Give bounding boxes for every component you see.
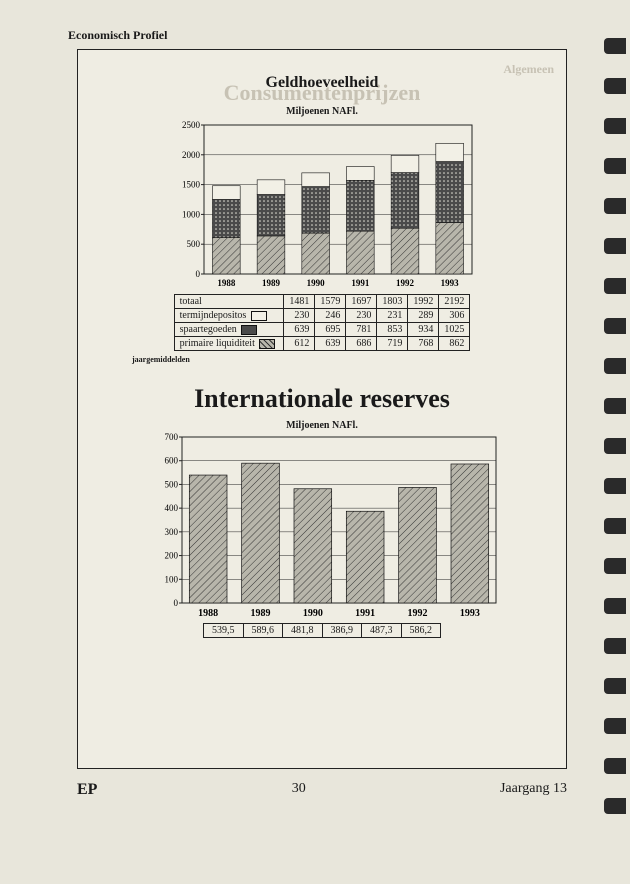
legend-swatch <box>259 339 275 349</box>
chart1-svg: 0 500 1000 1500 2000 2500 1988 1989 1990 1991 1992… <box>162 119 482 294</box>
table-row: termijndepositos 230246230231289306 <box>174 309 470 323</box>
data-cell: 589,6 <box>243 624 283 638</box>
svg-text:500: 500 <box>165 479 179 489</box>
chart1-title: Geldhoeveelheid <box>98 74 546 92</box>
data-cell: 934 <box>408 323 439 337</box>
chart1-axis-label: Miljoenen NAFl. <box>98 106 546 117</box>
data-cell: 230 <box>346 309 377 323</box>
chart-geldhoeveelheid: Geldhoeveelheid Miljoenen NAFl. 0 500 1000… <box>98 74 546 364</box>
svg-text:1992: 1992 <box>408 608 428 619</box>
row-label: spaartegoeden <box>174 323 284 337</box>
data-cell: 1579 <box>315 295 346 309</box>
data-cell: 289 <box>408 309 439 323</box>
data-cell: 1697 <box>346 295 377 309</box>
data-cell: 719 <box>377 337 408 351</box>
svg-text:1989: 1989 <box>251 608 271 619</box>
data-cell: 612 <box>284 337 315 351</box>
chart2-svg: 0 100 200 300 400 500 600 700 1988 1989 1990 1991 19… <box>142 433 502 623</box>
svg-text:2500: 2500 <box>182 120 201 130</box>
row-label: termijndepositos <box>174 309 284 323</box>
svg-text:500: 500 <box>187 239 201 249</box>
page: Economisch Profiel Consumentenprijzen Al… <box>0 0 630 884</box>
svg-text:1988: 1988 <box>217 278 236 288</box>
data-cell: 695 <box>315 323 346 337</box>
chart2-title: Internationale reserves <box>98 384 546 414</box>
legend-swatch <box>251 311 267 321</box>
svg-text:1990: 1990 <box>307 278 326 288</box>
data-cell: 781 <box>346 323 377 337</box>
table-row: totaal 148115791697180319922192 <box>174 295 470 309</box>
data-cell: 231 <box>377 309 408 323</box>
data-cell: 481,8 <box>283 624 323 638</box>
svg-text:1989: 1989 <box>262 278 281 288</box>
data-cell: 386,9 <box>322 624 362 638</box>
data-cell: 1025 <box>439 323 470 337</box>
data-cell: 586,2 <box>401 624 441 638</box>
row-label: totaal <box>174 295 284 309</box>
data-cell: 306 <box>439 309 470 323</box>
data-cell: 639 <box>284 323 315 337</box>
svg-text:2000: 2000 <box>182 150 201 160</box>
chart-reserves: Internationale reserves Miljoenen NAFl. … <box>98 384 546 638</box>
row-label: primaire liquiditeit <box>174 337 284 351</box>
svg-text:1500: 1500 <box>182 180 201 190</box>
svg-text:0: 0 <box>174 598 179 608</box>
data-cell: 853 <box>377 323 408 337</box>
data-cell: 230 <box>284 309 315 323</box>
svg-text:700: 700 <box>165 433 179 442</box>
legend-swatch <box>241 325 257 335</box>
svg-text:200: 200 <box>165 551 179 561</box>
spiral-binding <box>604 38 626 814</box>
data-cell: 639 <box>315 337 346 351</box>
svg-text:1990: 1990 <box>303 608 323 619</box>
svg-text:400: 400 <box>165 503 179 513</box>
data-cell: 862 <box>439 337 470 351</box>
footer-right: Jaargang 13 <box>500 781 567 799</box>
running-head: Economisch Profiel <box>68 28 576 43</box>
svg-text:1991: 1991 <box>355 608 375 619</box>
data-cell: 1992 <box>408 295 439 309</box>
svg-text:1000: 1000 <box>182 209 201 219</box>
data-cell: 2192 <box>439 295 470 309</box>
table-row: primaire liquiditeit 612639686719768862 <box>174 337 470 351</box>
svg-text:0: 0 <box>196 269 201 279</box>
content-frame: Consumentenprijzen Algemeen Geldhoeveelh… <box>77 49 567 769</box>
svg-text:1993: 1993 <box>441 278 460 288</box>
svg-text:1992: 1992 <box>396 278 415 288</box>
svg-text:600: 600 <box>165 456 179 466</box>
footer-page-number: 30 <box>292 781 306 799</box>
footer-left: EP <box>77 781 97 799</box>
data-cell: 768 <box>408 337 439 351</box>
chart2-axis-label: Miljoenen NAFl. <box>98 420 546 431</box>
svg-text:300: 300 <box>165 527 179 537</box>
data-cell: 246 <box>315 309 346 323</box>
svg-text:1988: 1988 <box>198 608 218 619</box>
chart1-footnote: jaargemiddelden <box>132 355 546 364</box>
chart1-data-table: totaal 148115791697180319922192termijnde… <box>174 294 471 351</box>
svg-text:100: 100 <box>165 574 179 584</box>
svg-text:1993: 1993 <box>460 608 480 619</box>
svg-text:1991: 1991 <box>351 278 370 288</box>
chart2-data-table: 539,5589,6481,8386,9487,3586,2 <box>203 623 441 638</box>
table-row: spaartegoeden 6396957818539341025 <box>174 323 470 337</box>
data-cell: 1803 <box>377 295 408 309</box>
page-footer: EP 30 Jaargang 13 <box>77 781 567 799</box>
data-cell: 487,3 <box>362 624 402 638</box>
data-cell: 686 <box>346 337 377 351</box>
data-cell: 1481 <box>284 295 315 309</box>
data-cell: 539,5 <box>204 624 244 638</box>
table-row: 539,5589,6481,8386,9487,3586,2 <box>204 624 441 638</box>
